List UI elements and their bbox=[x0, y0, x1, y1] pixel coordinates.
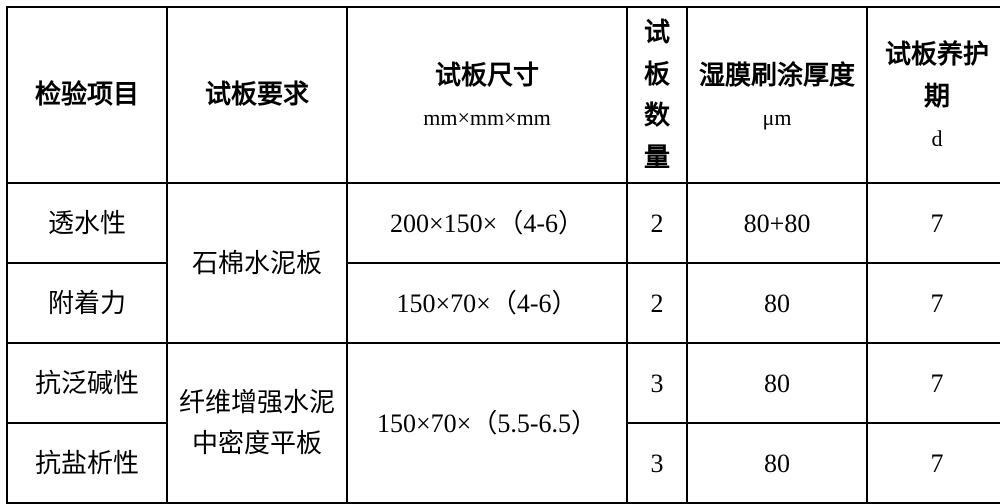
cell-thk: 80 bbox=[687, 263, 867, 343]
cell-cure: 7 bbox=[867, 343, 1000, 423]
table-row: 透水性 石棉水泥板 200×150×（4-6） 2 80+80 7 bbox=[7, 183, 1000, 263]
cell-thk: 80+80 bbox=[687, 183, 867, 263]
cell-qty: 3 bbox=[627, 343, 687, 423]
cell-qty: 3 bbox=[627, 423, 687, 503]
cell-size: 200×150×（4-6） bbox=[347, 183, 627, 263]
header-size-sub: mm×mm×mm bbox=[354, 100, 620, 135]
cell-req: 纤维增强水泥中密度平板 bbox=[167, 343, 347, 503]
table-container: 检验项目 试板要求 试板尺寸 mm×mm×mm 试板数量 湿膜刷涂厚度 μm 试… bbox=[0, 0, 1000, 503]
cell-item: 抗盐析性 bbox=[7, 423, 167, 503]
spec-table: 检验项目 试板要求 试板尺寸 mm×mm×mm 试板数量 湿膜刷涂厚度 μm 试… bbox=[6, 6, 1000, 504]
cell-cure: 7 bbox=[867, 183, 1000, 263]
cell-item: 透水性 bbox=[7, 183, 167, 263]
header-qty: 试板数量 bbox=[627, 7, 687, 183]
cell-qty: 2 bbox=[627, 263, 687, 343]
header-thk-sub: μm bbox=[694, 100, 860, 135]
cell-size: 150×70×（4-6） bbox=[347, 263, 627, 343]
header-size-main: 试板尺寸 bbox=[435, 61, 539, 90]
cell-thk: 80 bbox=[687, 423, 867, 503]
header-cure-main: 试板养护期 bbox=[885, 40, 989, 111]
header-thk: 湿膜刷涂厚度 μm bbox=[687, 7, 867, 183]
header-req: 试板要求 bbox=[167, 7, 347, 183]
cell-size: 150×70×（5.5-6.5） bbox=[347, 343, 627, 503]
cell-thk: 80 bbox=[687, 343, 867, 423]
table-row: 附着力 150×70×（4-6） 2 80 7 bbox=[7, 263, 1000, 343]
cell-qty: 2 bbox=[627, 183, 687, 263]
header-cure-sub: d bbox=[874, 121, 1000, 156]
table-row: 抗泛碱性 纤维增强水泥中密度平板 150×70×（5.5-6.5） 3 80 7 bbox=[7, 343, 1000, 423]
header-size: 试板尺寸 mm×mm×mm bbox=[347, 7, 627, 183]
cell-cure: 7 bbox=[867, 263, 1000, 343]
cell-cure: 7 bbox=[867, 423, 1000, 503]
header-thk-main: 湿膜刷涂厚度 bbox=[699, 61, 855, 90]
header-item: 检验项目 bbox=[7, 7, 167, 183]
header-cure: 试板养护期 d bbox=[867, 7, 1000, 183]
cell-req: 石棉水泥板 bbox=[167, 183, 347, 343]
cell-item: 抗泛碱性 bbox=[7, 343, 167, 423]
cell-item: 附着力 bbox=[7, 263, 167, 343]
